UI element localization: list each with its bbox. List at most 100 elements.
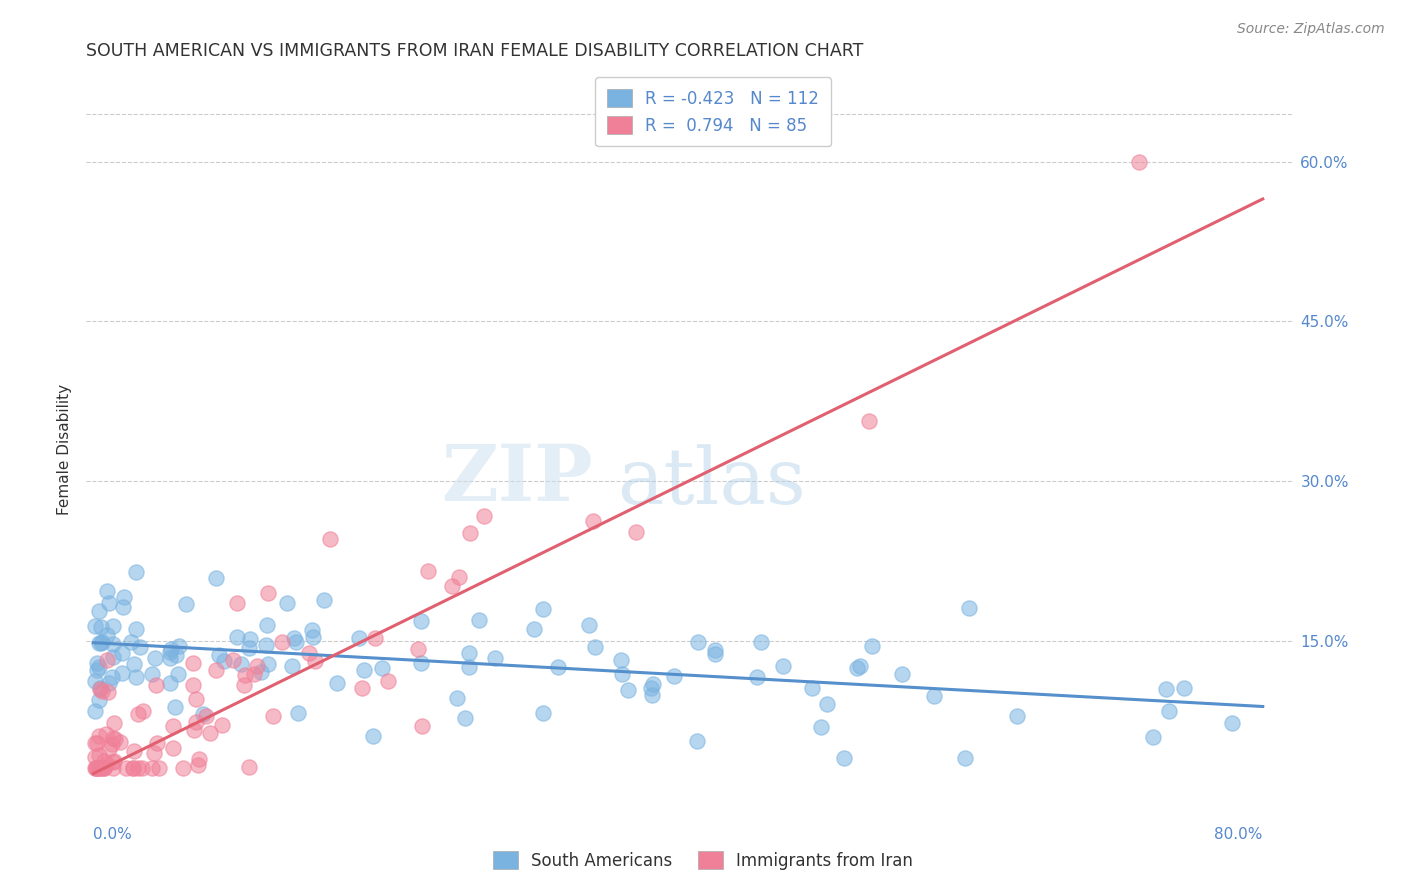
Point [617, 682, 640, 697]
Point [319, 532, 342, 546]
Point [96, 628, 118, 642]
Text: atlas: atlas [617, 444, 806, 520]
Point [188, 752, 211, 766]
Point [104, 731, 127, 746]
Point [612, 667, 634, 681]
Point [83, 761, 105, 775]
Point [101, 731, 124, 745]
Point [83, 736, 105, 750]
Point [90, 634, 112, 648]
Point [624, 525, 647, 540]
Point [174, 597, 197, 611]
Point [704, 643, 727, 657]
Point [1220, 716, 1243, 731]
Point [406, 642, 429, 657]
Point [94, 727, 117, 741]
Point [89, 681, 111, 696]
Point [222, 653, 245, 667]
Point [162, 740, 184, 755]
Legend: R = -0.423   N = 112, R =  0.794   N = 85: R = -0.423 N = 112, R = 0.794 N = 85 [595, 78, 831, 146]
Point [98, 742, 121, 756]
Point [772, 659, 794, 673]
Point [226, 630, 249, 644]
Point [256, 618, 278, 632]
Point [91, 684, 114, 698]
Point [101, 756, 124, 770]
Point [301, 630, 323, 644]
Point [122, 744, 145, 758]
Point [204, 663, 226, 677]
Point [225, 596, 247, 610]
Point [449, 570, 471, 584]
Point [87, 761, 110, 775]
Point [87, 636, 110, 650]
Point [165, 699, 187, 714]
Point [377, 674, 399, 689]
Point [745, 670, 768, 684]
Point [953, 750, 976, 764]
Point [129, 640, 152, 654]
Point [250, 665, 273, 679]
Point [347, 631, 370, 645]
Point [472, 508, 495, 523]
Point [547, 659, 569, 673]
Point [454, 711, 477, 725]
Point [101, 650, 124, 665]
Point [531, 601, 554, 615]
Point [468, 613, 491, 627]
Point [662, 668, 685, 682]
Point [111, 646, 134, 660]
Point [93, 761, 115, 775]
Point [256, 585, 278, 599]
Point [578, 617, 600, 632]
Point [162, 719, 184, 733]
Point [195, 709, 218, 723]
Point [314, 593, 336, 607]
Point [858, 414, 880, 428]
Point [860, 640, 883, 654]
Point [271, 635, 294, 649]
Point [183, 723, 205, 738]
Point [262, 709, 284, 723]
Point [749, 635, 772, 649]
Point [101, 670, 124, 684]
Point [124, 565, 146, 579]
Point [411, 719, 433, 733]
Point [208, 648, 231, 662]
Point [87, 729, 110, 743]
Point [141, 666, 163, 681]
Point [834, 750, 856, 764]
Point [205, 571, 228, 585]
Point [298, 646, 321, 660]
Point [86, 663, 108, 677]
Point [184, 715, 207, 730]
Y-axis label: Female Disability: Female Disability [58, 384, 72, 515]
Point [112, 591, 135, 605]
Point [1128, 154, 1150, 169]
Point [363, 729, 385, 743]
Point [148, 761, 170, 775]
Point [257, 657, 280, 672]
Point [640, 688, 662, 702]
Point [181, 677, 204, 691]
Point [87, 747, 110, 762]
Point [458, 660, 481, 674]
Point [254, 638, 277, 652]
Point [801, 681, 824, 695]
Point [98, 596, 121, 610]
Point [89, 761, 111, 775]
Point [242, 667, 264, 681]
Point [641, 676, 664, 690]
Point [127, 706, 149, 721]
Point [350, 681, 373, 695]
Point [108, 734, 131, 748]
Point [83, 673, 105, 688]
Point [409, 657, 432, 671]
Point [849, 659, 872, 673]
Point [159, 675, 181, 690]
Point [83, 750, 105, 764]
Point [166, 666, 188, 681]
Point [581, 514, 603, 528]
Point [200, 725, 222, 739]
Point [1173, 681, 1195, 695]
